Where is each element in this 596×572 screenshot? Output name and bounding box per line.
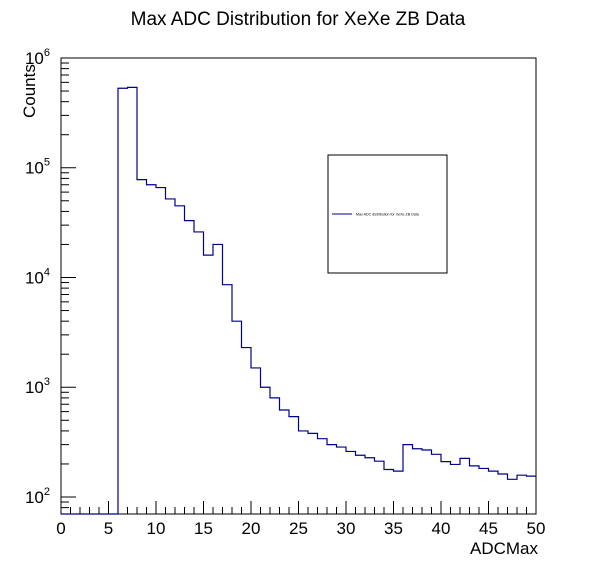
x-tick-label: 50 [527, 519, 546, 538]
y-tick-label: 106 [25, 47, 50, 68]
plot-frame [60, 57, 537, 515]
chart-title: Max ADC Distribution for XeXe ZB Data [130, 9, 466, 30]
y-tick-label: 102 [25, 486, 50, 507]
x-tick-label: 5 [104, 519, 113, 538]
x-tick-label: 35 [384, 519, 403, 538]
legend-entry-label: Max ADC distribution for XeXe ZB Data [356, 213, 419, 217]
legend: Max ADC distribution for XeXe ZB Data [327, 154, 448, 274]
x-tick-label: 30 [337, 519, 356, 538]
x-tick-label: 40 [432, 519, 451, 538]
y-tick-label: 105 [25, 157, 50, 178]
x-tick-label: 0 [56, 519, 65, 538]
y-tick-label: 103 [25, 376, 50, 397]
x-axis: 0 5 10 15 20 25 30 35 40 45 50 [56, 501, 545, 538]
y-axis-label: Counts [20, 64, 39, 118]
y-tick-label: 104 [25, 266, 50, 287]
y-axis: 102 103 104 105 106 [25, 47, 76, 515]
x-tick-label: 20 [242, 519, 261, 538]
x-axis-label: ADCMax [469, 539, 538, 558]
x-tick-label: 45 [479, 519, 498, 538]
x-tick-label: 10 [147, 519, 166, 538]
x-tick-label: 25 [289, 519, 308, 538]
x-tick-label: 15 [194, 519, 213, 538]
histogram-series-line [61, 86, 536, 515]
